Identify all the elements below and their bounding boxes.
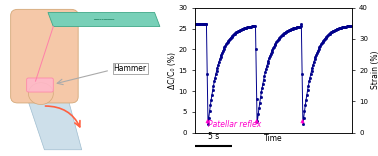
Text: ━━━━━━━━━━: ━━━━━━━━━━ bbox=[93, 17, 115, 22]
Text: Hammer: Hammer bbox=[114, 64, 147, 73]
Y-axis label: ΔC/C₀ (%): ΔC/C₀ (%) bbox=[167, 52, 177, 89]
Text: 5 s: 5 s bbox=[208, 132, 219, 141]
Polygon shape bbox=[48, 12, 160, 27]
Y-axis label: Strain (%): Strain (%) bbox=[371, 51, 378, 89]
FancyBboxPatch shape bbox=[11, 9, 78, 103]
X-axis label: Time: Time bbox=[264, 134, 282, 143]
Circle shape bbox=[28, 83, 53, 105]
FancyBboxPatch shape bbox=[26, 78, 53, 92]
Polygon shape bbox=[26, 97, 82, 150]
Text: Patellar reflex: Patellar reflex bbox=[208, 120, 262, 129]
